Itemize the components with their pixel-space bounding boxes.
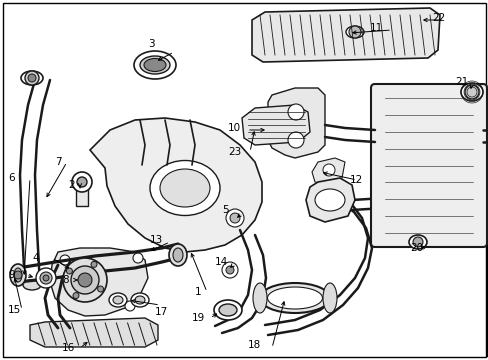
Ellipse shape [21,71,43,85]
Circle shape [77,177,87,187]
Ellipse shape [143,59,165,72]
Circle shape [71,266,99,294]
Text: 14: 14 [215,257,228,267]
Ellipse shape [140,56,170,74]
Ellipse shape [460,83,482,101]
Text: 8: 8 [62,275,68,285]
Ellipse shape [260,283,329,313]
Circle shape [98,286,103,292]
Ellipse shape [219,304,237,316]
Circle shape [222,262,238,278]
Ellipse shape [314,189,345,211]
Polygon shape [242,105,309,145]
Text: 3: 3 [148,39,154,49]
Circle shape [348,26,360,38]
Ellipse shape [150,161,220,216]
Circle shape [225,209,244,227]
Ellipse shape [214,300,242,320]
Circle shape [72,172,92,192]
Text: 5: 5 [222,205,228,215]
Text: 15: 15 [8,305,21,315]
Ellipse shape [113,296,123,304]
Ellipse shape [323,283,336,313]
Circle shape [287,132,304,148]
Text: 11: 11 [369,23,383,33]
Polygon shape [311,158,345,185]
Circle shape [73,293,79,298]
Ellipse shape [252,283,266,313]
Ellipse shape [131,293,149,307]
Polygon shape [30,318,158,347]
Ellipse shape [169,244,186,266]
Circle shape [323,164,334,176]
Circle shape [91,261,97,267]
Text: 2: 2 [68,180,75,190]
Text: 1: 1 [195,287,201,297]
Text: 22: 22 [431,13,445,23]
Circle shape [78,273,92,287]
Circle shape [14,271,22,279]
Ellipse shape [160,169,209,207]
Polygon shape [50,248,148,316]
Polygon shape [90,118,262,252]
Circle shape [464,85,478,99]
Text: 20: 20 [409,243,422,253]
Bar [76,188,88,206]
Ellipse shape [23,280,41,290]
Text: 16: 16 [62,343,75,353]
Ellipse shape [408,235,426,249]
Ellipse shape [14,268,22,282]
Text: 6: 6 [8,173,15,183]
Text: 9: 9 [8,270,15,280]
Circle shape [36,268,56,288]
Circle shape [229,213,240,223]
Circle shape [43,275,49,281]
Circle shape [133,253,142,263]
FancyBboxPatch shape [370,84,486,247]
Polygon shape [267,88,325,158]
Ellipse shape [135,296,145,304]
Circle shape [225,266,234,274]
Ellipse shape [173,248,183,262]
Text: 4: 4 [32,253,39,263]
Text: 21: 21 [454,77,468,87]
Circle shape [412,237,422,247]
Circle shape [125,301,135,311]
Text: 13: 13 [150,235,163,245]
Circle shape [60,255,70,265]
Ellipse shape [134,51,176,79]
Ellipse shape [109,293,127,307]
Ellipse shape [346,26,363,38]
Circle shape [63,258,107,302]
Text: 10: 10 [227,123,241,133]
Text: 18: 18 [247,340,261,350]
Ellipse shape [267,287,322,309]
Circle shape [28,74,36,82]
Text: 23: 23 [227,147,241,157]
Bar [5,225,180,350]
Polygon shape [251,8,439,62]
Polygon shape [305,178,354,222]
Circle shape [66,268,72,274]
Text: 17: 17 [155,307,168,317]
Ellipse shape [10,264,26,286]
Text: 12: 12 [349,175,363,185]
Circle shape [40,272,52,284]
Text: 7: 7 [55,157,61,167]
Text: 19: 19 [192,313,205,323]
Circle shape [25,71,39,85]
Circle shape [287,104,304,120]
